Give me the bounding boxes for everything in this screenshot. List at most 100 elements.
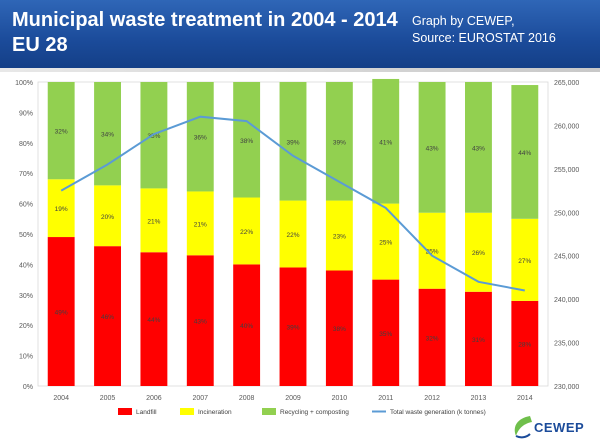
- bar-data-label: 49%: [55, 310, 68, 317]
- left-axis-tick-label: 80%: [19, 141, 33, 148]
- right-axis-tick-label: 235,000: [554, 341, 579, 348]
- bar-data-label: 43%: [194, 319, 207, 326]
- x-axis-tick-label: 2011: [378, 395, 393, 402]
- bar-segment: [186, 255, 214, 386]
- legend-label: Total waste generation (k tonnes): [390, 409, 486, 416]
- bar-segment: [418, 212, 446, 289]
- bar-segment: [511, 300, 539, 386]
- bar-segment: [511, 85, 539, 219]
- left-axis-tick-label: 30%: [19, 293, 33, 300]
- left-axis-tick-label: 50%: [19, 232, 33, 239]
- legend-swatch: [180, 408, 194, 415]
- bar-data-label: 40%: [240, 323, 253, 330]
- total-waste-line: [60, 115, 525, 292]
- bar-data-label: 23%: [333, 234, 346, 241]
- source-credit: Graph by CEWEP, Source: EUROSTAT 2016: [412, 13, 597, 47]
- bar-segment: [94, 246, 121, 386]
- page-title: Municipal waste treatment in 2004 - 2014…: [12, 9, 398, 56]
- x-axis-tick-label: 2009: [285, 395, 301, 402]
- bar-segment: [140, 252, 168, 386]
- right-axis-tick-label: 260,000: [554, 123, 579, 130]
- bar-data-label: 39%: [333, 139, 346, 146]
- credit-line-1: Graph by CEWEP,: [412, 14, 515, 28]
- bar-segment: [325, 270, 353, 386]
- chart-container: 0% 10% 20% 30% 40% 50% 60% 70% 80% 90% 100% 230,000…: [0, 72, 600, 432]
- bar-segment: [47, 82, 75, 180]
- bar-data-label: 28%: [518, 341, 531, 348]
- right-axis-tick-label: 250,000: [554, 210, 579, 217]
- bar-segment: [279, 267, 307, 386]
- bar-data-label: 19%: [55, 206, 68, 213]
- x-axis-tick-label: 2014: [517, 395, 533, 402]
- bar-segment: [372, 78, 400, 204]
- x-axis-tick-label: 2012: [424, 395, 440, 402]
- bar-segment: [47, 179, 75, 238]
- right-axis-tick-label: 265,000: [554, 80, 579, 87]
- bar-segment: [47, 237, 75, 386]
- bar-segment: [94, 185, 121, 247]
- bar-data-label: 25%: [426, 249, 439, 256]
- bar-data-label: 32%: [55, 129, 68, 136]
- bar-segment: [418, 82, 446, 213]
- bar-segment: [94, 82, 121, 186]
- bar-segment: [465, 291, 492, 386]
- bar-segment: [465, 82, 492, 213]
- bar-segment: [465, 212, 492, 292]
- x-axis-tick-label: 2013: [471, 395, 487, 402]
- bar-data-label: 32%: [426, 335, 439, 342]
- bar-segment: [325, 200, 353, 271]
- bar-data-label: 38%: [240, 138, 253, 145]
- x-axis-tick-label: 2007: [192, 395, 208, 402]
- bar-segment: [372, 279, 400, 386]
- bar-data-label: 39%: [286, 325, 299, 332]
- bar-data-label: 35%: [147, 133, 160, 140]
- bar-data-label: 34%: [101, 132, 114, 139]
- legend-label: Incineration: [198, 409, 232, 416]
- left-axis-tick-label: 100%: [15, 80, 33, 87]
- x-axis-tick-label: 2004: [53, 395, 69, 402]
- bar-data-label: 27%: [518, 258, 531, 265]
- bar-segment: [279, 200, 307, 268]
- logo-swoosh-icon: [514, 416, 532, 439]
- bar-data-label: 26%: [472, 250, 485, 257]
- left-axis-tick-label: 90%: [19, 110, 33, 117]
- bar-data-label: 21%: [147, 218, 160, 225]
- right-axis-tick-label: 245,000: [554, 254, 579, 261]
- x-axis-tick-label: 2005: [100, 395, 116, 402]
- cewep-logo: CEWEP: [510, 412, 590, 442]
- bar-data-label: 46%: [101, 314, 114, 321]
- bar-segment: [418, 288, 446, 386]
- bar-segment: [233, 197, 261, 265]
- x-axis-tick-label: 2008: [239, 395, 255, 402]
- bar-data-label: 21%: [194, 221, 207, 228]
- bar-data-label: 44%: [518, 150, 531, 157]
- bar-data-label: 31%: [472, 337, 485, 344]
- logo-text: CEWEP: [534, 420, 585, 435]
- left-axis-tick-label: 70%: [19, 171, 33, 178]
- bar-data-label: 44%: [147, 317, 160, 324]
- credit-line-2: Source: EUROSTAT 2016: [412, 31, 556, 45]
- bar-data-label: 36%: [194, 135, 207, 142]
- right-axis-tick-label: 230,000: [554, 384, 579, 391]
- x-axis-tick-label: 2010: [332, 395, 348, 402]
- bar-data-label: 43%: [426, 145, 439, 152]
- left-axis-tick-label: 10%: [19, 354, 33, 361]
- bar-data-label: 35%: [379, 331, 392, 338]
- bar-segment: [140, 188, 168, 253]
- bar-segment: [511, 218, 539, 301]
- waste-treatment-chart: 0% 10% 20% 30% 40% 50% 60% 70% 80% 90% 100% 230,000…: [15, 78, 579, 416]
- bar-data-label: 43%: [472, 145, 485, 152]
- bar-data-label: 20%: [101, 214, 114, 221]
- left-axis-tick-label: 60%: [19, 202, 33, 209]
- bar-segment: [186, 191, 214, 256]
- left-axis-tick-label: 20%: [19, 323, 33, 330]
- legend-swatch: [262, 408, 276, 415]
- bar-segment: [186, 82, 214, 192]
- bar-data-label: 41%: [379, 139, 392, 146]
- header-banner: Municipal waste treatment in 2004 - 2014…: [0, 0, 600, 68]
- bar-data-label: 39%: [286, 139, 299, 146]
- left-axis-tick-label: 0%: [23, 384, 33, 391]
- bar-segment: [279, 82, 307, 201]
- left-axis-tick-label: 40%: [19, 262, 33, 269]
- header-divider: [0, 68, 600, 72]
